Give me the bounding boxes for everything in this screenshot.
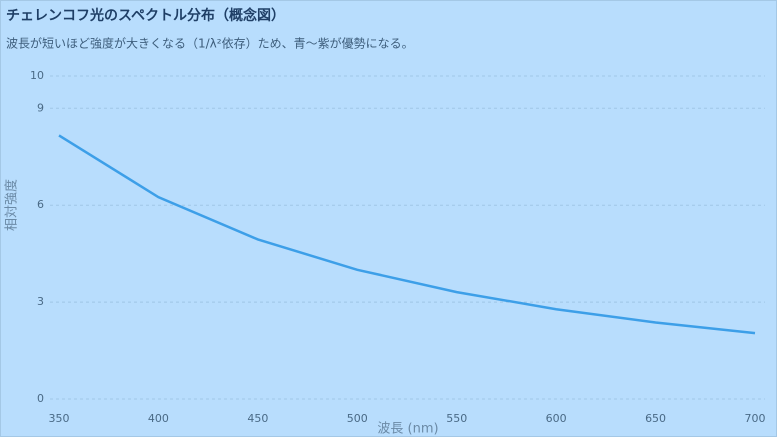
x-tick-label: 700 (745, 412, 766, 425)
x-tick-label: 500 (347, 412, 368, 425)
x-tick-label: 650 (645, 412, 666, 425)
line (58, 134, 756, 335)
y-tick-label: 10 (30, 69, 44, 82)
y-tick-label: 3 (37, 295, 44, 308)
x-tick-label: 600 (546, 412, 567, 425)
y-tick-label: 6 (37, 198, 44, 211)
y-axis-label: 相対強度 (4, 179, 20, 231)
x-tick-label: 450 (247, 412, 268, 425)
x-tick-label: 400 (148, 412, 169, 425)
chart-subtitle: 波長が短いほど強度が大きくなる（1/λ²依存）ため、青〜紫が優勢になる。 (6, 36, 414, 51)
chart-title: チェレンコフ光のスペクトル分布（概念図） (6, 7, 285, 24)
x-tick-label: 550 (446, 412, 467, 425)
y-tick-label: 0 (37, 392, 44, 405)
y-tick-label: 9 (37, 101, 44, 114)
x-tick-label: 350 (49, 412, 70, 425)
x-axis-label: 波長 (nm) (377, 422, 438, 437)
